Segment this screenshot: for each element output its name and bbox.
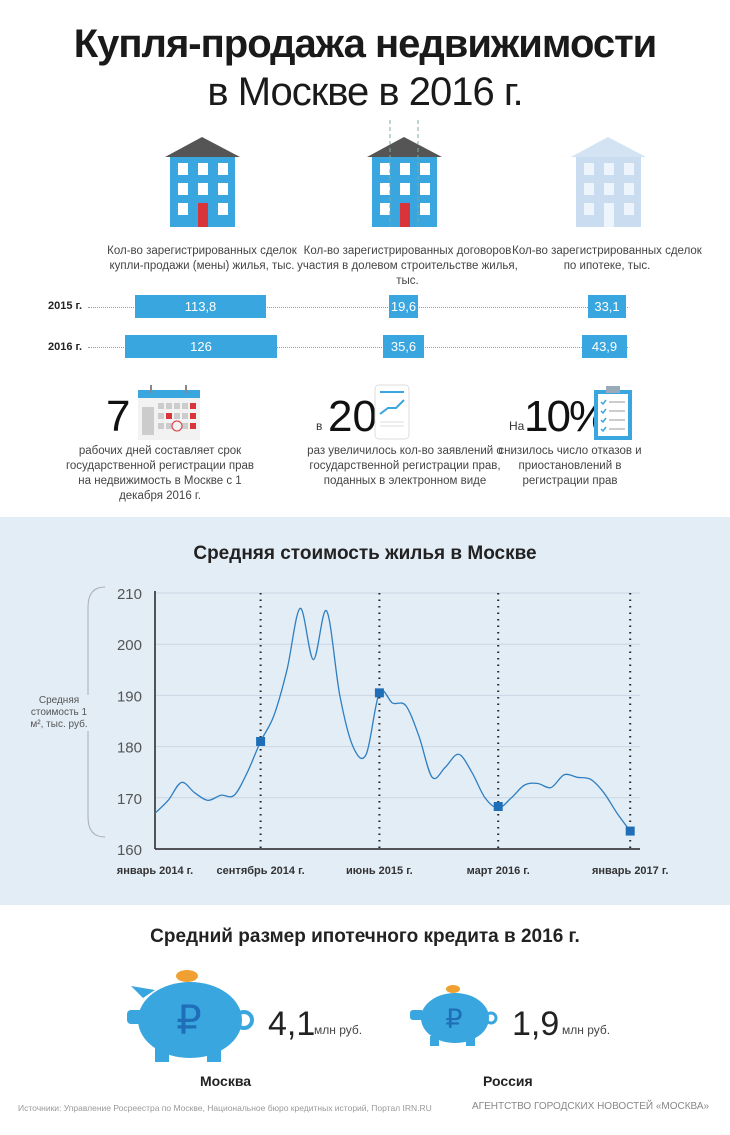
svg-text:₽: ₽ <box>445 1004 462 1035</box>
y-axis-label: Средняя стоимость 1 м², тыс. руб. <box>26 695 92 731</box>
fact-days-number: 7 <box>106 392 131 441</box>
building-under-construction-icon <box>367 120 442 227</box>
row-guide-2016 <box>88 347 628 348</box>
fact-growth-text: раз увеличилось кол-во заявлений о госуд… <box>307 445 503 487</box>
fact-decrease-prefix: На <box>509 419 525 433</box>
moscow-amount: 4,1 <box>268 1005 316 1043</box>
caption-mortgage: Кол-во зарегистрированных сделок по ипот… <box>512 245 702 272</box>
year-2016-label: 2016 г. <box>48 341 83 353</box>
x-tick-label: сентябрь 2014 г. <box>217 865 305 877</box>
agency-credit: АГЕНТСТВО ГОРОДСКИХ НОВОСТЕЙ «МОСКВА» <box>472 1101 710 1112</box>
y-tick-label: 180 <box>117 740 142 757</box>
fact-growth-number: 20 <box>328 392 377 441</box>
y-tick-label: 160 <box>117 842 142 859</box>
piggy-bank-small-icon: ₽ <box>410 985 498 1046</box>
bar-mortgage-2016: 43,9 <box>582 335 627 358</box>
x-tick-label: январь 2017 г. <box>592 865 668 877</box>
price-line-chart: 160 170 180 190 200 210 январь 2014 г. сентябрь… <box>87 586 668 877</box>
fact-decrease-text: снизилось число отказов и приостановлени… <box>498 445 642 487</box>
chart-background <box>0 517 730 905</box>
russia-label: Россия <box>483 1073 533 1089</box>
data-point-marker <box>493 802 503 812</box>
row-guide-2015 <box>88 307 628 308</box>
moscow-label: Москва <box>200 1073 252 1089</box>
chart-title: Средняя стоимость жилья в Москве <box>193 543 537 564</box>
data-point-marker <box>256 736 266 746</box>
data-point-marker <box>374 688 384 698</box>
x-tick-label: март 2016 г. <box>467 865 530 877</box>
calendar-icon <box>138 385 200 440</box>
data-point-marker <box>625 826 635 836</box>
x-tick-label: июнь 2015 г. <box>346 865 413 877</box>
sources-note: Источники: Управление Росреестра по Моск… <box>18 1103 432 1113</box>
price-series-line <box>154 607 631 832</box>
fact-days-text: рабочих дней составляет срок государстве… <box>65 445 255 502</box>
y-tick-label: 200 <box>117 637 142 654</box>
svg-text:₽: ₽ <box>176 998 201 1044</box>
fact-growth-prefix: в <box>316 419 323 433</box>
mortgage-title: Средний размер ипотечного кредита в 2016… <box>150 926 580 947</box>
moscow-unit: млн руб. <box>314 1023 363 1037</box>
bar-equity-2016: 35,6 <box>383 335 424 358</box>
building-icon <box>165 137 240 227</box>
bar-sales-2015: 113,8 <box>135 295 266 318</box>
title-line-1: Купля-продажа недвижимости <box>73 22 658 66</box>
caption-equity: Кол-во зарегистрированных договоров учас… <box>297 245 518 287</box>
y-tick-label: 170 <box>117 791 142 808</box>
y-tick-label: 210 <box>117 586 142 603</box>
mortgage-building-icon <box>571 137 646 227</box>
bar-equity-2015: 19,6 <box>389 295 418 318</box>
russia-amount: 1,9 <box>512 1005 560 1043</box>
bar-mortgage-2015: 33,1 <box>588 295 626 318</box>
piggy-bank-large-icon: ₽ <box>127 970 254 1062</box>
x-tick-label: январь 2014 г. <box>117 865 193 877</box>
bar-sales-2016: 126 <box>125 335 277 358</box>
title-line-2: в Москве в 2016 г. <box>207 70 523 114</box>
smartphone-chart-icon <box>374 384 410 440</box>
russia-unit: млн руб. <box>562 1023 611 1037</box>
caption-sales: Кол-во зарегистрированных сделок купли-п… <box>107 245 297 272</box>
y-tick-label: 190 <box>117 688 142 705</box>
year-2015-label: 2015 г. <box>48 300 83 312</box>
clipboard-checklist-icon <box>594 386 632 440</box>
